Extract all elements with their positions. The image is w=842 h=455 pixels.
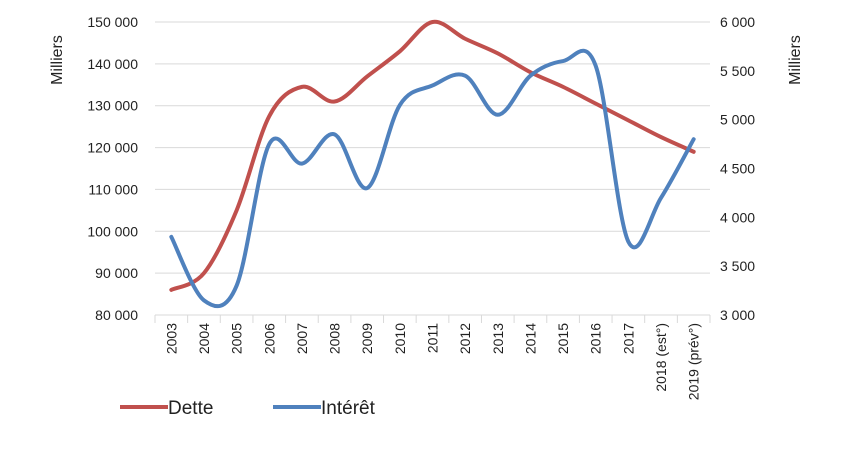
x-tick-label: 2014: [522, 323, 538, 354]
right-tick-label: 4 000: [720, 209, 755, 225]
right-tick-label: 3 500: [720, 258, 755, 274]
x-tick-label: 2005: [229, 323, 245, 354]
x-tick-label: 2011: [425, 323, 441, 353]
x-tick-label: 2010: [392, 323, 408, 354]
left-tick-label: 140 000: [87, 56, 138, 72]
x-tick-label: 2013: [490, 323, 506, 354]
legend-label: Dette: [168, 398, 213, 419]
legend-label: Intérêt: [321, 398, 376, 419]
right-tick-label: 4 500: [720, 161, 755, 177]
series-line-intérêt: [169, 48, 696, 309]
x-tick-label: 2003: [163, 323, 179, 354]
left-tick-label: 130 000: [87, 98, 138, 114]
left-tick-label: 110 000: [88, 181, 138, 197]
left-tick-label: 150 000: [87, 14, 138, 30]
left-tick-label: 80 000: [95, 307, 138, 323]
x-tick-label: 2009: [359, 323, 375, 354]
x-tick-label: 2007: [294, 323, 310, 354]
left-tick-label: 120 000: [87, 140, 138, 156]
gridlines: [155, 21, 710, 316]
x-tick-label: 2017: [620, 323, 636, 354]
series-lines: [169, 19, 696, 309]
x-tick-label: 2015: [555, 323, 571, 354]
x-tick-label: 2006: [261, 323, 277, 354]
x-tick-label: 2019 (prév°): [686, 323, 702, 400]
right-tick-label: 5 500: [720, 63, 755, 79]
x-tick-label: 2008: [327, 323, 343, 354]
left-tick-label: 90 000: [95, 265, 138, 281]
right-tick-label: 5 000: [720, 112, 755, 128]
right-tick-label: 6 000: [720, 14, 755, 30]
right-axis-title: Milliers: [787, 35, 804, 85]
x-tick-label: 2018 (est°): [653, 323, 669, 392]
series-line-dette: [169, 19, 696, 292]
left-axis-ticks: 80 000 90 000 100 000 110 000 120 000 130 000…: [87, 14, 138, 323]
left-tick-label: 100 000: [87, 223, 138, 239]
x-axis-ticks: 2003 2004 2005 2006 2007 2008 2009 2010 2011 2012…: [154, 315, 711, 400]
left-axis-title: Milliers: [49, 35, 66, 85]
x-tick-label: 2004: [196, 323, 212, 354]
x-tick-label: 2012: [457, 323, 473, 354]
right-axis-ticks: 3 000 3 500 4 000 4 500 5 000 5 500 6 000: [720, 14, 755, 323]
right-tick-label: 3 000: [720, 307, 755, 323]
x-tick-label: 2016: [588, 323, 604, 354]
legend: Dette Intérêt: [120, 398, 376, 419]
